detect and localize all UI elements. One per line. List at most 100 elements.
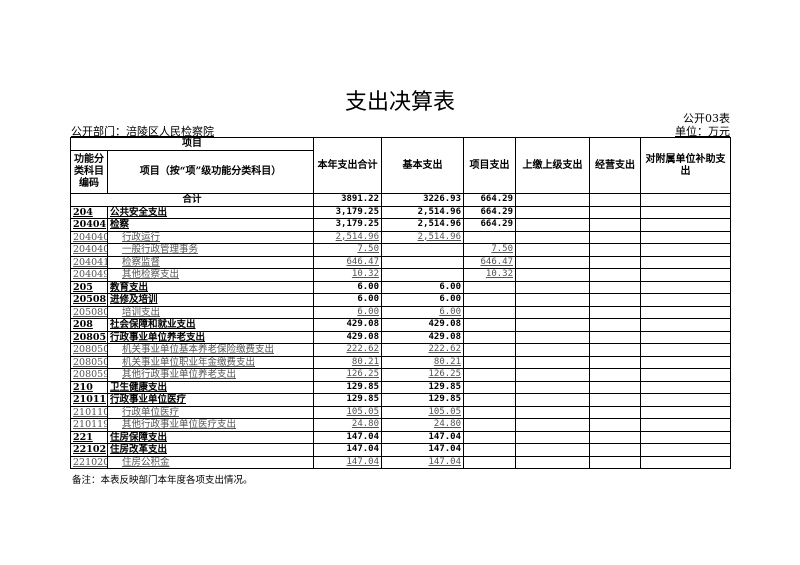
cell-empty	[640, 368, 731, 382]
cell-name: 一般行政管理事务	[107, 243, 314, 257]
total-basic: 3226.93	[381, 193, 464, 207]
cell-project	[463, 293, 516, 307]
cell-total: 147.04	[313, 443, 382, 457]
cell-empty	[640, 355, 731, 369]
cell-name: 进修及培训	[107, 293, 314, 307]
cell-empty	[589, 205, 641, 219]
table-row: 21011 行政事业单位医疗 129.85 129.85	[70, 393, 731, 407]
cell-project	[463, 368, 516, 382]
cell-code: 2080506	[70, 355, 108, 369]
form-number: 公开03表	[683, 112, 730, 125]
cell-name: 培训支出	[107, 305, 314, 319]
cell-total: 6.00	[313, 305, 382, 319]
cell-empty	[515, 330, 590, 344]
cell-basic: 129.85	[381, 393, 464, 407]
cell-empty	[589, 418, 641, 432]
cell-code: 204	[70, 205, 108, 219]
cell-empty	[589, 455, 641, 469]
cell-code: 2040402	[70, 243, 108, 257]
header-operating: 经营支出	[589, 137, 641, 194]
cell-code: 2040499	[70, 268, 108, 282]
cell-name: 其他行政事业单位养老支出	[107, 368, 314, 382]
cell-name: 行政单位医疗	[107, 405, 314, 419]
cell-empty	[640, 393, 731, 407]
cell-project: 646.47	[463, 255, 516, 269]
cell-project	[463, 443, 516, 457]
cell-empty	[640, 243, 731, 257]
table-row: 20508 进修及培训 6.00 6.00	[70, 293, 731, 307]
cell-project	[463, 343, 516, 357]
cell-basic	[381, 255, 464, 269]
cell-total: 147.04	[313, 455, 382, 469]
total-row: 合计 3891.22 3226.93 664.29	[70, 193, 731, 207]
cell-empty	[640, 280, 731, 294]
cell-empty	[589, 443, 641, 457]
header-project: 项目支出	[463, 137, 516, 194]
cell-basic: 2,514.96	[381, 230, 464, 244]
cell-basic: 2,514.96	[381, 218, 464, 232]
cell-code: 210	[70, 380, 108, 394]
cell-code: 2101199	[70, 418, 108, 432]
cell-total: 429.08	[313, 318, 382, 332]
cell-name: 住房公积金	[107, 455, 314, 469]
cell-empty	[515, 455, 590, 469]
cell-code: 205	[70, 280, 108, 294]
cell-project	[463, 330, 516, 344]
cell-project: 664.29	[463, 218, 516, 232]
header-total: 本年支出合计	[313, 137, 382, 194]
cell-code: 20805	[70, 330, 108, 344]
cell-code: 20508	[70, 293, 108, 307]
cell-empty	[515, 305, 590, 319]
cell-empty	[589, 405, 641, 419]
cell-project: 10.32	[463, 268, 516, 282]
cell-empty	[640, 405, 731, 419]
cell-empty	[640, 318, 731, 332]
cell-empty	[589, 368, 641, 382]
cell-empty	[515, 418, 590, 432]
cell-project	[463, 318, 516, 332]
cell-basic: 429.08	[381, 330, 464, 344]
cell-basic: 6.00	[381, 305, 464, 319]
cell-empty	[640, 418, 731, 432]
header-basic: 基本支出	[381, 137, 464, 194]
cell-empty	[640, 455, 731, 469]
cell-empty	[589, 318, 641, 332]
cell-total: 126.25	[313, 368, 382, 382]
cell-empty	[515, 280, 590, 294]
cell-project	[463, 355, 516, 369]
header-item-group: 项目	[70, 137, 314, 151]
cell-total: 646.47	[313, 255, 382, 269]
cell-basic: 105.05	[381, 405, 464, 419]
cell-code: 22102	[70, 443, 108, 457]
cell-total: 24.80	[313, 418, 382, 432]
cell-empty	[515, 368, 590, 382]
header-code: 功能分类科目编码	[70, 150, 108, 194]
cell-empty	[640, 443, 731, 457]
cell-empty	[515, 443, 590, 457]
cell-code: 221	[70, 430, 108, 444]
cell-project	[463, 393, 516, 407]
cell-name: 检察	[107, 218, 314, 232]
cell-name: 住房保障支出	[107, 430, 314, 444]
cell-code: 2210201	[70, 455, 108, 469]
cell-empty	[640, 305, 731, 319]
cell-empty	[589, 330, 641, 344]
table-row: 2040402一般行政管理事务7.507.50	[70, 243, 731, 257]
cell-basic: 147.04	[381, 430, 464, 444]
table-row: 20805 行政事业单位养老支出 429.08 429.08	[70, 330, 731, 344]
cell-empty	[589, 380, 641, 394]
cell-project	[463, 280, 516, 294]
cell-total: 7.50	[313, 243, 382, 257]
cell-basic: 24.80	[381, 418, 464, 432]
cell-name: 检察监督	[107, 255, 314, 269]
cell-empty	[589, 305, 641, 319]
cell-basic	[381, 243, 464, 257]
cell-code: 2050803	[70, 305, 108, 319]
cell-empty	[515, 243, 590, 257]
cell-empty	[515, 318, 590, 332]
table-row: 22102 住房改革支出 147.04 147.04	[70, 443, 731, 457]
cell-name: 卫生健康支出	[107, 380, 314, 394]
cell-project	[463, 455, 516, 469]
